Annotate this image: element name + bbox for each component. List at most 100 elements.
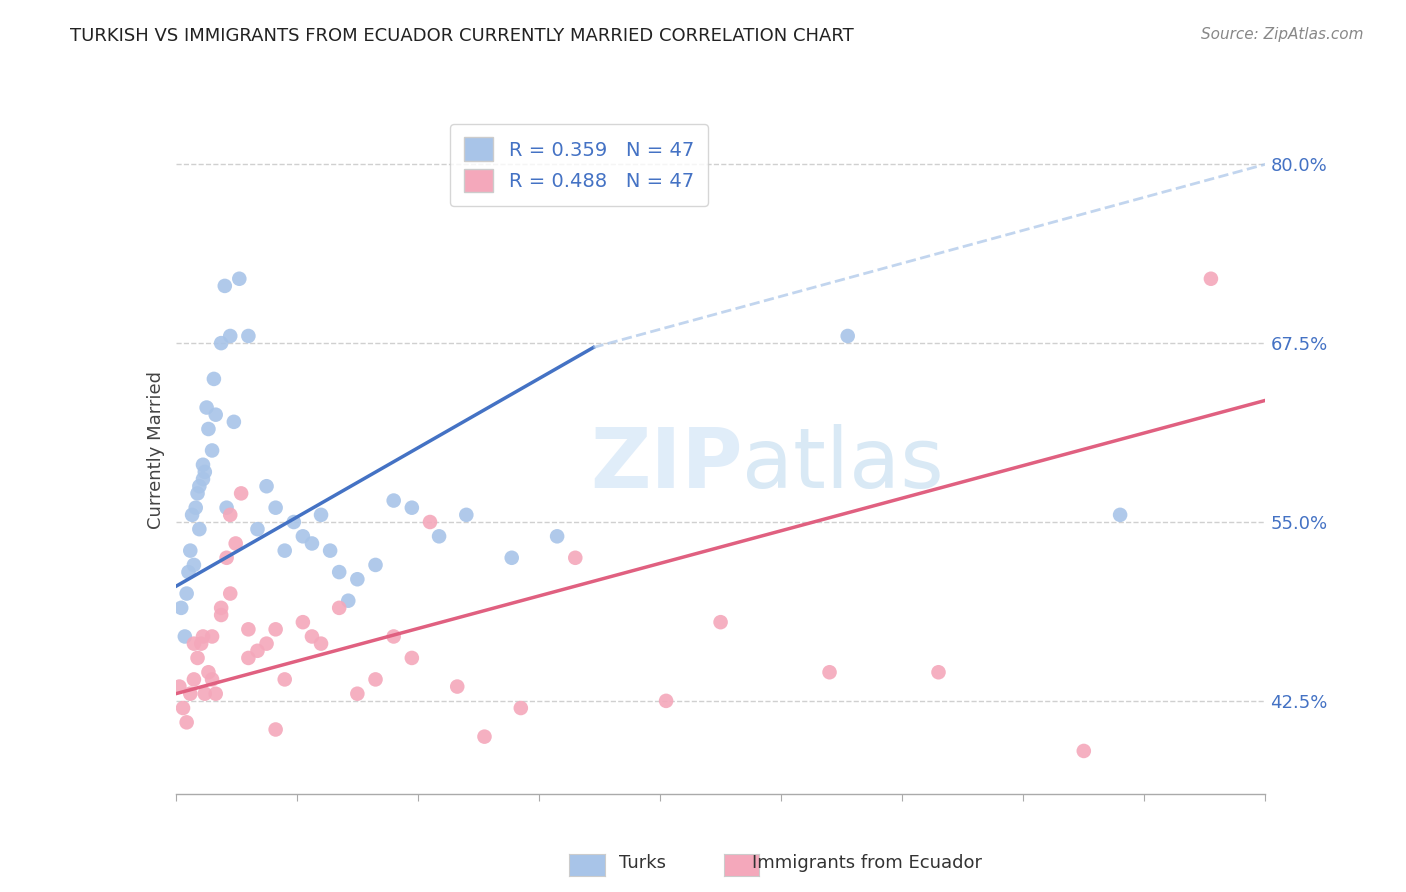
Point [191, 630, 214, 644]
Point [191, 472, 214, 486]
Point [188, 479, 211, 493]
Text: TURKISH VS IMMIGRANTS FROM ECUADOR CURRENTLY MARRIED CORRELATION CHART: TURKISH VS IMMIGRANTS FROM ECUADOR CURRE… [70, 27, 853, 45]
Point [446, 680, 468, 694]
Point [291, 615, 314, 630]
Point [238, 329, 260, 343]
Point [364, 558, 387, 572]
Point [173, 630, 195, 644]
Point [256, 637, 278, 651]
Point [256, 479, 278, 493]
Point [1199, 271, 1222, 285]
Point [179, 543, 201, 558]
Point [291, 529, 314, 543]
Point [209, 600, 232, 615]
Point [202, 372, 225, 386]
Point [264, 623, 287, 637]
Text: ZIP: ZIP [591, 424, 742, 505]
Point [509, 701, 531, 715]
Point [183, 637, 205, 651]
Point [382, 630, 405, 644]
Point [219, 586, 242, 600]
Text: Turks: Turks [619, 855, 665, 872]
Point [186, 486, 209, 500]
Point [215, 550, 238, 565]
Point [179, 687, 201, 701]
Point [197, 665, 219, 680]
Point [382, 493, 405, 508]
Point [201, 630, 224, 644]
Point [172, 701, 194, 715]
Text: Immigrants from Ecuador: Immigrants from Ecuador [752, 855, 983, 872]
Point [169, 680, 191, 694]
Point [186, 651, 209, 665]
Point [346, 687, 368, 701]
Point [309, 637, 332, 651]
Point [183, 558, 205, 572]
Point [238, 623, 260, 637]
Point [176, 715, 198, 730]
Point [246, 522, 269, 536]
Point [209, 607, 232, 622]
Point [204, 687, 226, 701]
Point [231, 486, 253, 500]
Point [274, 543, 297, 558]
Text: atlas: atlas [742, 424, 943, 505]
Point [283, 515, 305, 529]
Point [181, 508, 204, 522]
Point [274, 673, 297, 687]
Point [222, 415, 245, 429]
Point [201, 443, 224, 458]
Point [456, 508, 478, 522]
Point [301, 536, 323, 550]
Point [328, 565, 350, 579]
Point [710, 615, 733, 630]
Point [655, 694, 678, 708]
Point [309, 508, 332, 522]
Point [177, 565, 200, 579]
Point [928, 665, 950, 680]
Point [264, 500, 287, 515]
Point [219, 508, 242, 522]
Text: Source: ZipAtlas.com: Source: ZipAtlas.com [1201, 27, 1364, 42]
Legend: R = 0.359   N = 47, R = 0.488   N = 47: R = 0.359 N = 47, R = 0.488 N = 47 [450, 124, 707, 206]
Point [194, 687, 217, 701]
Point [201, 673, 224, 687]
Y-axis label: Currently Married: Currently Married [146, 371, 165, 530]
Point [337, 593, 360, 607]
Point [319, 543, 342, 558]
Point [215, 500, 238, 515]
Point [546, 529, 568, 543]
Point [427, 529, 450, 543]
Point [183, 673, 205, 687]
Point [190, 637, 212, 651]
Point [818, 665, 841, 680]
Point [188, 522, 211, 536]
Point [209, 336, 232, 351]
Point [474, 730, 496, 744]
Point [564, 550, 586, 565]
Point [264, 723, 287, 737]
Point [197, 422, 219, 436]
Point [204, 408, 226, 422]
Point [401, 500, 423, 515]
Point [501, 550, 523, 565]
Point [328, 600, 350, 615]
Point [170, 600, 193, 615]
Point [228, 271, 250, 285]
Point [301, 630, 323, 644]
Point [214, 279, 236, 293]
Point [346, 572, 368, 586]
Point [184, 500, 207, 515]
Point [1073, 744, 1095, 758]
Point [419, 515, 441, 529]
Point [246, 644, 269, 658]
Point [1109, 508, 1132, 522]
Point [225, 536, 247, 550]
Point [191, 458, 214, 472]
Point [195, 401, 218, 415]
Point [176, 586, 198, 600]
Point [219, 329, 242, 343]
Point [364, 673, 387, 687]
Point [837, 329, 859, 343]
Point [401, 651, 423, 665]
